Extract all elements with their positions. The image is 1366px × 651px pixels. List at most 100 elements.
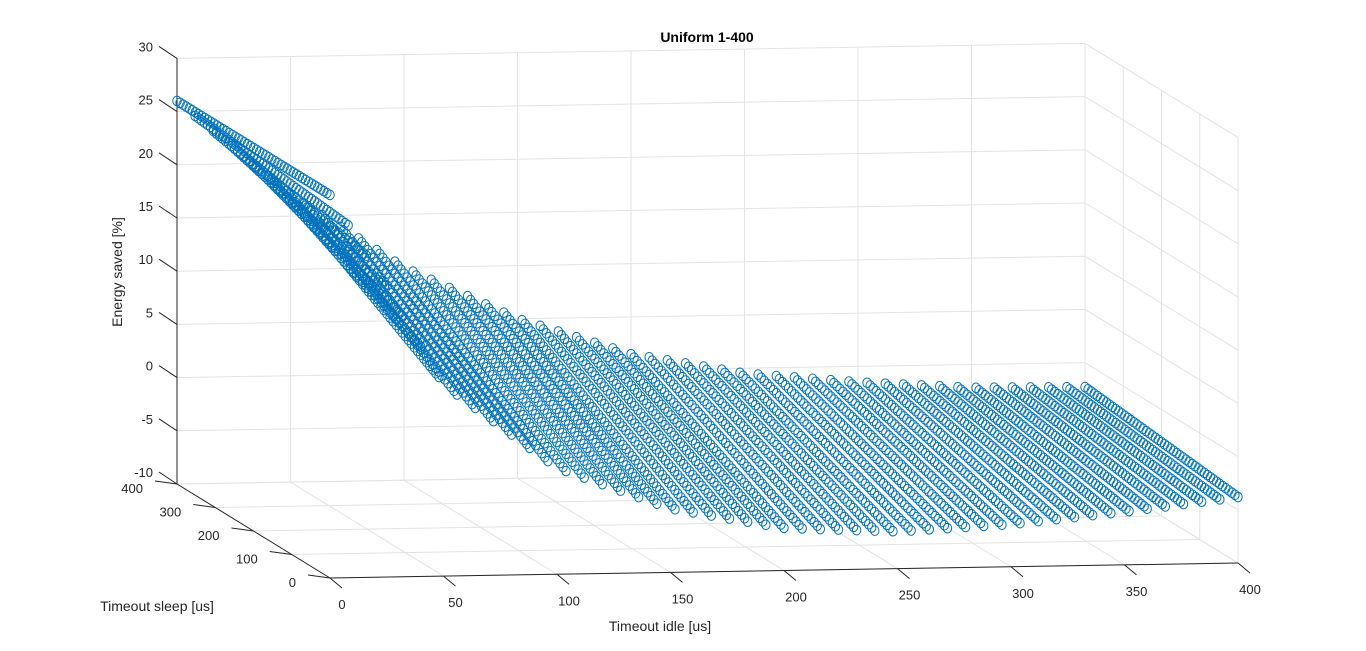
data-point	[663, 440, 674, 452]
data-point	[1105, 474, 1116, 486]
data-point	[876, 513, 886, 524]
data-point	[1090, 431, 1100, 442]
data-point	[895, 392, 906, 403]
data-point	[1018, 484, 1028, 495]
data-point	[977, 402, 988, 413]
data-point	[642, 398, 652, 409]
data-point	[609, 428, 619, 439]
data-point	[1025, 382, 1036, 393]
data-point	[990, 443, 1000, 454]
data-point	[485, 412, 496, 423]
data-point	[1084, 457, 1094, 469]
data-point	[294, 185, 304, 196]
data-point	[1126, 443, 1137, 455]
data-point	[1069, 461, 1079, 473]
data-point	[944, 403, 954, 415]
data-point	[648, 422, 658, 434]
data-point	[405, 299, 416, 311]
data-point	[1026, 458, 1037, 469]
data-point	[503, 425, 514, 436]
data-point	[784, 418, 794, 429]
data-point	[1038, 436, 1049, 448]
data-point	[886, 383, 897, 395]
data-point	[1054, 481, 1064, 493]
data-point	[871, 402, 882, 413]
data-point	[939, 501, 949, 512]
data-point	[503, 373, 513, 384]
data-point	[657, 399, 667, 411]
data-point	[630, 487, 641, 499]
data-point	[642, 432, 652, 444]
data-point	[568, 344, 579, 356]
data-point	[1036, 482, 1046, 494]
data-point	[896, 477, 907, 489]
data-point	[572, 399, 583, 410]
data-point	[468, 298, 479, 310]
data-point	[902, 413, 912, 425]
data-point	[605, 355, 615, 367]
data-point	[706, 491, 716, 503]
data-point	[848, 447, 858, 458]
data-point	[720, 367, 730, 379]
data-point	[1011, 461, 1022, 473]
data-point	[591, 437, 601, 449]
data-point	[902, 430, 912, 442]
data-point	[594, 441, 604, 453]
data-point	[700, 466, 710, 477]
data-point	[866, 465, 876, 477]
data-point	[730, 467, 740, 478]
data-point	[1002, 437, 1012, 449]
data-point	[297, 187, 307, 198]
data-point	[845, 444, 855, 455]
data-point	[433, 345, 444, 357]
data-point	[675, 455, 686, 466]
data-point	[1172, 478, 1182, 489]
data-point	[309, 207, 319, 219]
data-point	[811, 446, 822, 458]
data-point	[905, 468, 916, 479]
data-point	[841, 389, 851, 401]
data-point	[767, 508, 777, 520]
data-point	[830, 483, 840, 495]
data-point	[390, 291, 401, 303]
data-point	[717, 415, 728, 427]
data-point	[1142, 486, 1152, 498]
data-point	[939, 519, 950, 531]
data-point	[808, 443, 819, 455]
data-point	[1031, 386, 1042, 398]
data-point	[862, 377, 872, 389]
data-point	[660, 455, 671, 466]
data-point	[533, 396, 543, 408]
data-point	[415, 311, 425, 323]
data-point	[785, 490, 795, 501]
data-point	[454, 351, 465, 363]
data-point	[409, 341, 420, 353]
data-point	[536, 433, 547, 445]
data-point	[835, 383, 845, 395]
data-point	[603, 420, 613, 432]
data-point	[978, 502, 989, 513]
data-point	[621, 443, 631, 455]
data-point	[754, 437, 764, 449]
data-point	[435, 302, 446, 313]
data-point	[1013, 401, 1024, 413]
data-point	[666, 426, 676, 438]
data-point	[581, 410, 592, 422]
data-point	[1147, 430, 1158, 441]
data-point	[805, 387, 815, 398]
data-point	[696, 428, 707, 440]
data-point	[684, 431, 695, 442]
data-point	[666, 394, 676, 405]
data-point	[1151, 477, 1161, 489]
data-point	[1172, 494, 1183, 505]
data-point	[787, 421, 797, 432]
data-point	[436, 349, 447, 361]
data-point	[798, 381, 809, 392]
data-point	[805, 457, 816, 469]
data-point	[824, 495, 834, 506]
data-point	[868, 383, 878, 394]
data-point	[655, 485, 665, 496]
data-point	[851, 450, 861, 462]
data-point	[818, 488, 828, 500]
data-point	[629, 400, 640, 412]
